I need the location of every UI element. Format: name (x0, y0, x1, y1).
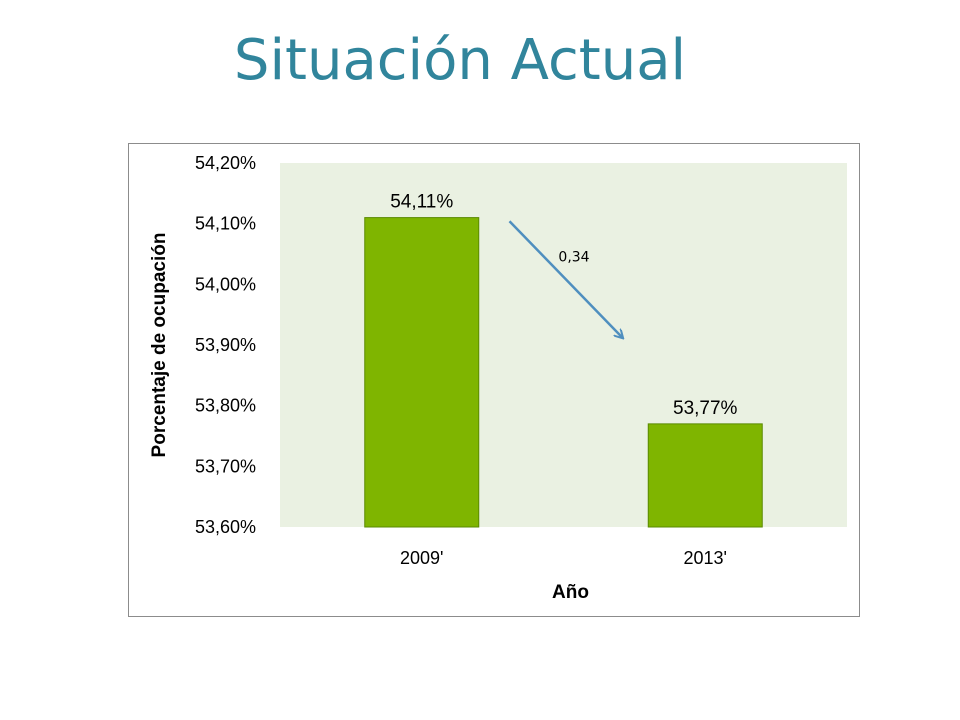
x-axis-ticks: 2009' 2013' (400, 548, 727, 568)
slide-title: Situación Actual (233, 28, 687, 93)
chart-container: 54,20% 54,10% 54,00% 53,90% 53,80% 53,70% 53,6… (128, 143, 860, 617)
trend-arrow (508, 220, 623, 337)
change-label: 0,34 (558, 249, 589, 265)
data-label: 54,11% (390, 192, 453, 213)
bar-chart: 54,20% 54,10% 54,00% 53,90% 53,80% 53,70% 53,6… (149, 153, 847, 603)
change-annotation: 0,34 (508, 220, 623, 337)
x-tick-label: 2009' (400, 548, 443, 568)
y-tick-label: 53,90% (195, 335, 256, 355)
bar (364, 217, 480, 528)
y-tick-label: 53,70% (195, 456, 256, 476)
y-tick-label: 54,10% (195, 214, 256, 234)
x-tick-label: 2013' (684, 548, 727, 568)
bar (647, 423, 763, 528)
y-tick-label: 53,60% (195, 517, 256, 537)
y-axis-title: Porcentaje de ocupación (149, 233, 170, 458)
y-tick-label: 54,20% (195, 153, 256, 173)
y-tick-label: 53,80% (195, 396, 256, 416)
bars: 54,11% 53,77% (364, 192, 763, 528)
y-axis-ticks: 54,20% 54,10% 54,00% 53,90% 53,80% 53,70% 53,6… (195, 153, 256, 537)
y-tick-label: 54,00% (195, 274, 256, 294)
data-label: 53,77% (673, 398, 738, 419)
x-axis-title: Año (552, 582, 589, 603)
